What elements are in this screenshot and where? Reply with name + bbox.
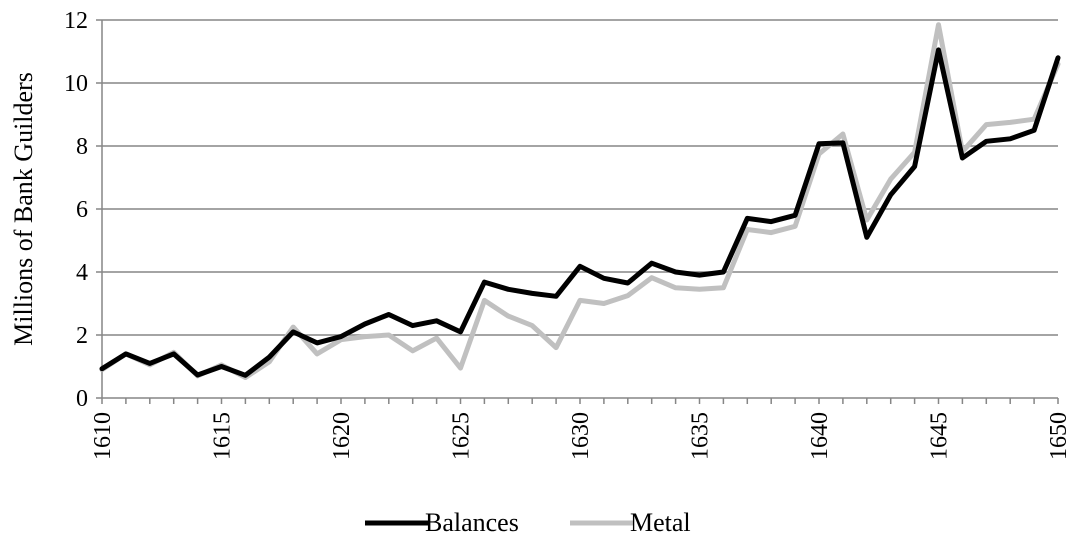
x-tick-label: 1630 bbox=[568, 412, 594, 460]
x-tick-label: 1650 bbox=[1046, 412, 1066, 460]
gridlines bbox=[102, 19, 1058, 336]
x-tick-label: 1625 bbox=[449, 412, 475, 460]
y-tick-label: 0 bbox=[76, 386, 88, 412]
y-tick-label: 2 bbox=[76, 323, 88, 349]
y-tick-label: 10 bbox=[64, 71, 88, 97]
x-tick-labels: 1610 1615 1620 1625 1630 1635 1640 1645 1650 bbox=[90, 412, 1066, 460]
x-tick-label: 1645 bbox=[927, 412, 953, 460]
x-tick-label: 1610 bbox=[90, 412, 116, 460]
x-tick-label: 1640 bbox=[807, 412, 833, 460]
series-line-balances bbox=[99, 47, 1061, 378]
y-tick-label: 4 bbox=[76, 260, 88, 286]
series-line-metal bbox=[99, 22, 1061, 380]
x-tick-label: 1620 bbox=[329, 412, 355, 460]
y-tick-labels: 0 2 4 6 8 10 12 bbox=[64, 8, 88, 412]
y-tick-label: 8 bbox=[76, 134, 88, 160]
axes bbox=[96, 19, 1059, 404]
x-tick-label: 1615 bbox=[210, 412, 236, 460]
series-lines bbox=[99, 22, 1061, 380]
y-tick-label: 12 bbox=[64, 8, 88, 34]
legend-label-metal: Metal bbox=[630, 508, 691, 537]
legend: Balances Metal bbox=[365, 508, 691, 537]
y-axis-title: Millions of Bank Guilders bbox=[9, 72, 38, 346]
y-tick-label: 6 bbox=[76, 197, 88, 223]
x-tick-label: 1635 bbox=[688, 412, 714, 460]
legend-label-balances: Balances bbox=[425, 508, 519, 537]
